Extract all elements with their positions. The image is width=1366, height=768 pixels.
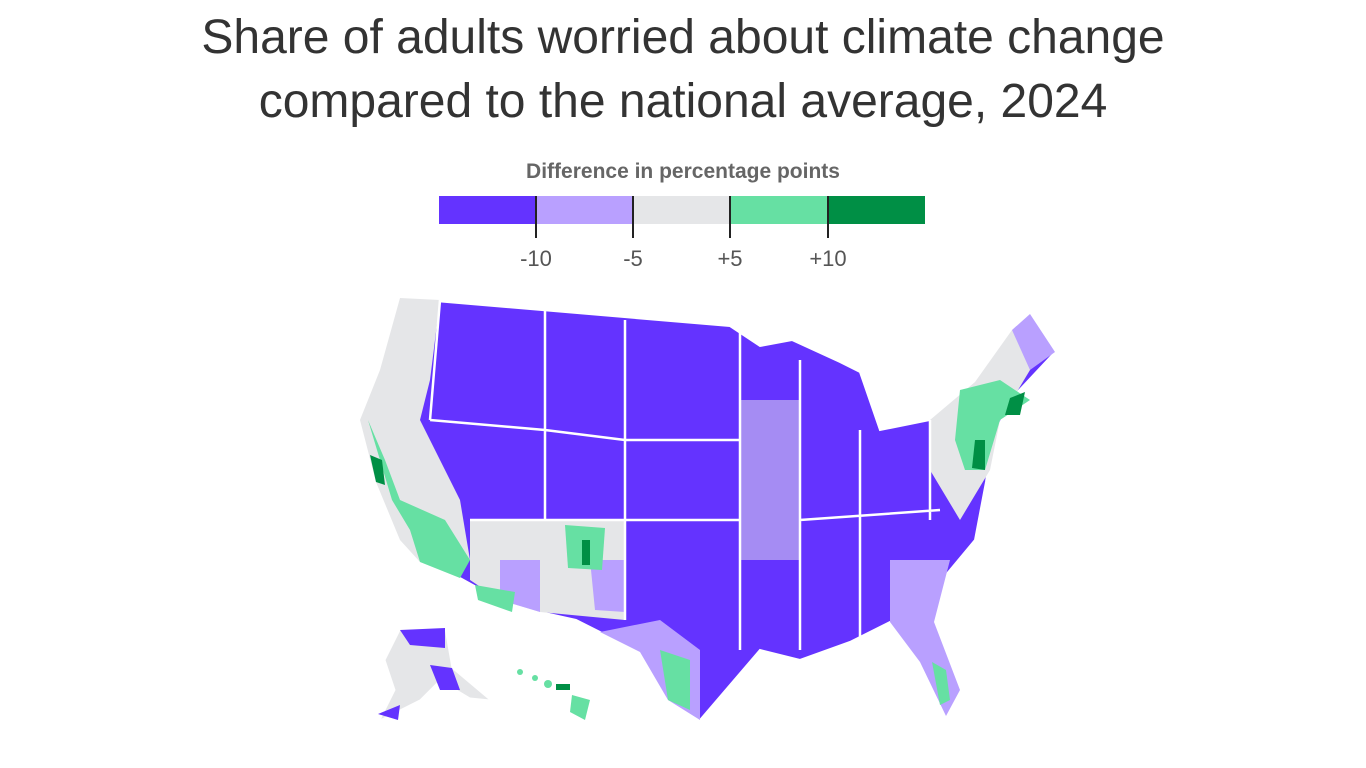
chart-title: Share of adults worried about climate ch… [0,6,1366,134]
state-borders [428,299,941,650]
legend-tick-label: +5 [717,246,743,271]
title-line-1: Share of adults worried about climate ch… [201,11,1165,64]
legend-swatch [633,196,731,224]
legend-tick-label: +10 [809,246,847,271]
region-florida-green [932,662,950,705]
region-california-green [368,420,470,578]
title-line-2: compared to the national average, 2024 [258,75,1108,128]
region-southeast-lavender [890,560,960,716]
legend-tick-label: -10 [520,246,552,271]
region-southwest-lavender [500,560,625,612]
region-west-coast-gray [360,298,470,562]
region-bay-area-darkgreen [370,455,385,485]
lower-48-base [358,296,1057,722]
region-northeast-darkgreen [972,392,1025,470]
legend-tick [827,196,829,238]
region-texas-green [660,650,690,710]
legend-swatch [827,196,926,224]
region-arizona-green [475,585,515,612]
legend-tick [535,196,537,238]
legend-title: Difference in percentage points [526,160,840,183]
legend-swatch [730,196,828,224]
legend-tick [729,196,731,238]
legend-tick-label: -5 [623,246,643,271]
hawaii [517,669,590,720]
region-plains-gray [740,400,800,560]
legend-tick [632,196,634,238]
alaska-purple [378,628,460,720]
legend-color-bar [439,196,926,224]
region-nm-darkgreen [582,540,590,565]
legend-swatch [536,196,634,224]
region-maine-lavender [1012,314,1055,370]
legend-swatch [439,196,537,224]
